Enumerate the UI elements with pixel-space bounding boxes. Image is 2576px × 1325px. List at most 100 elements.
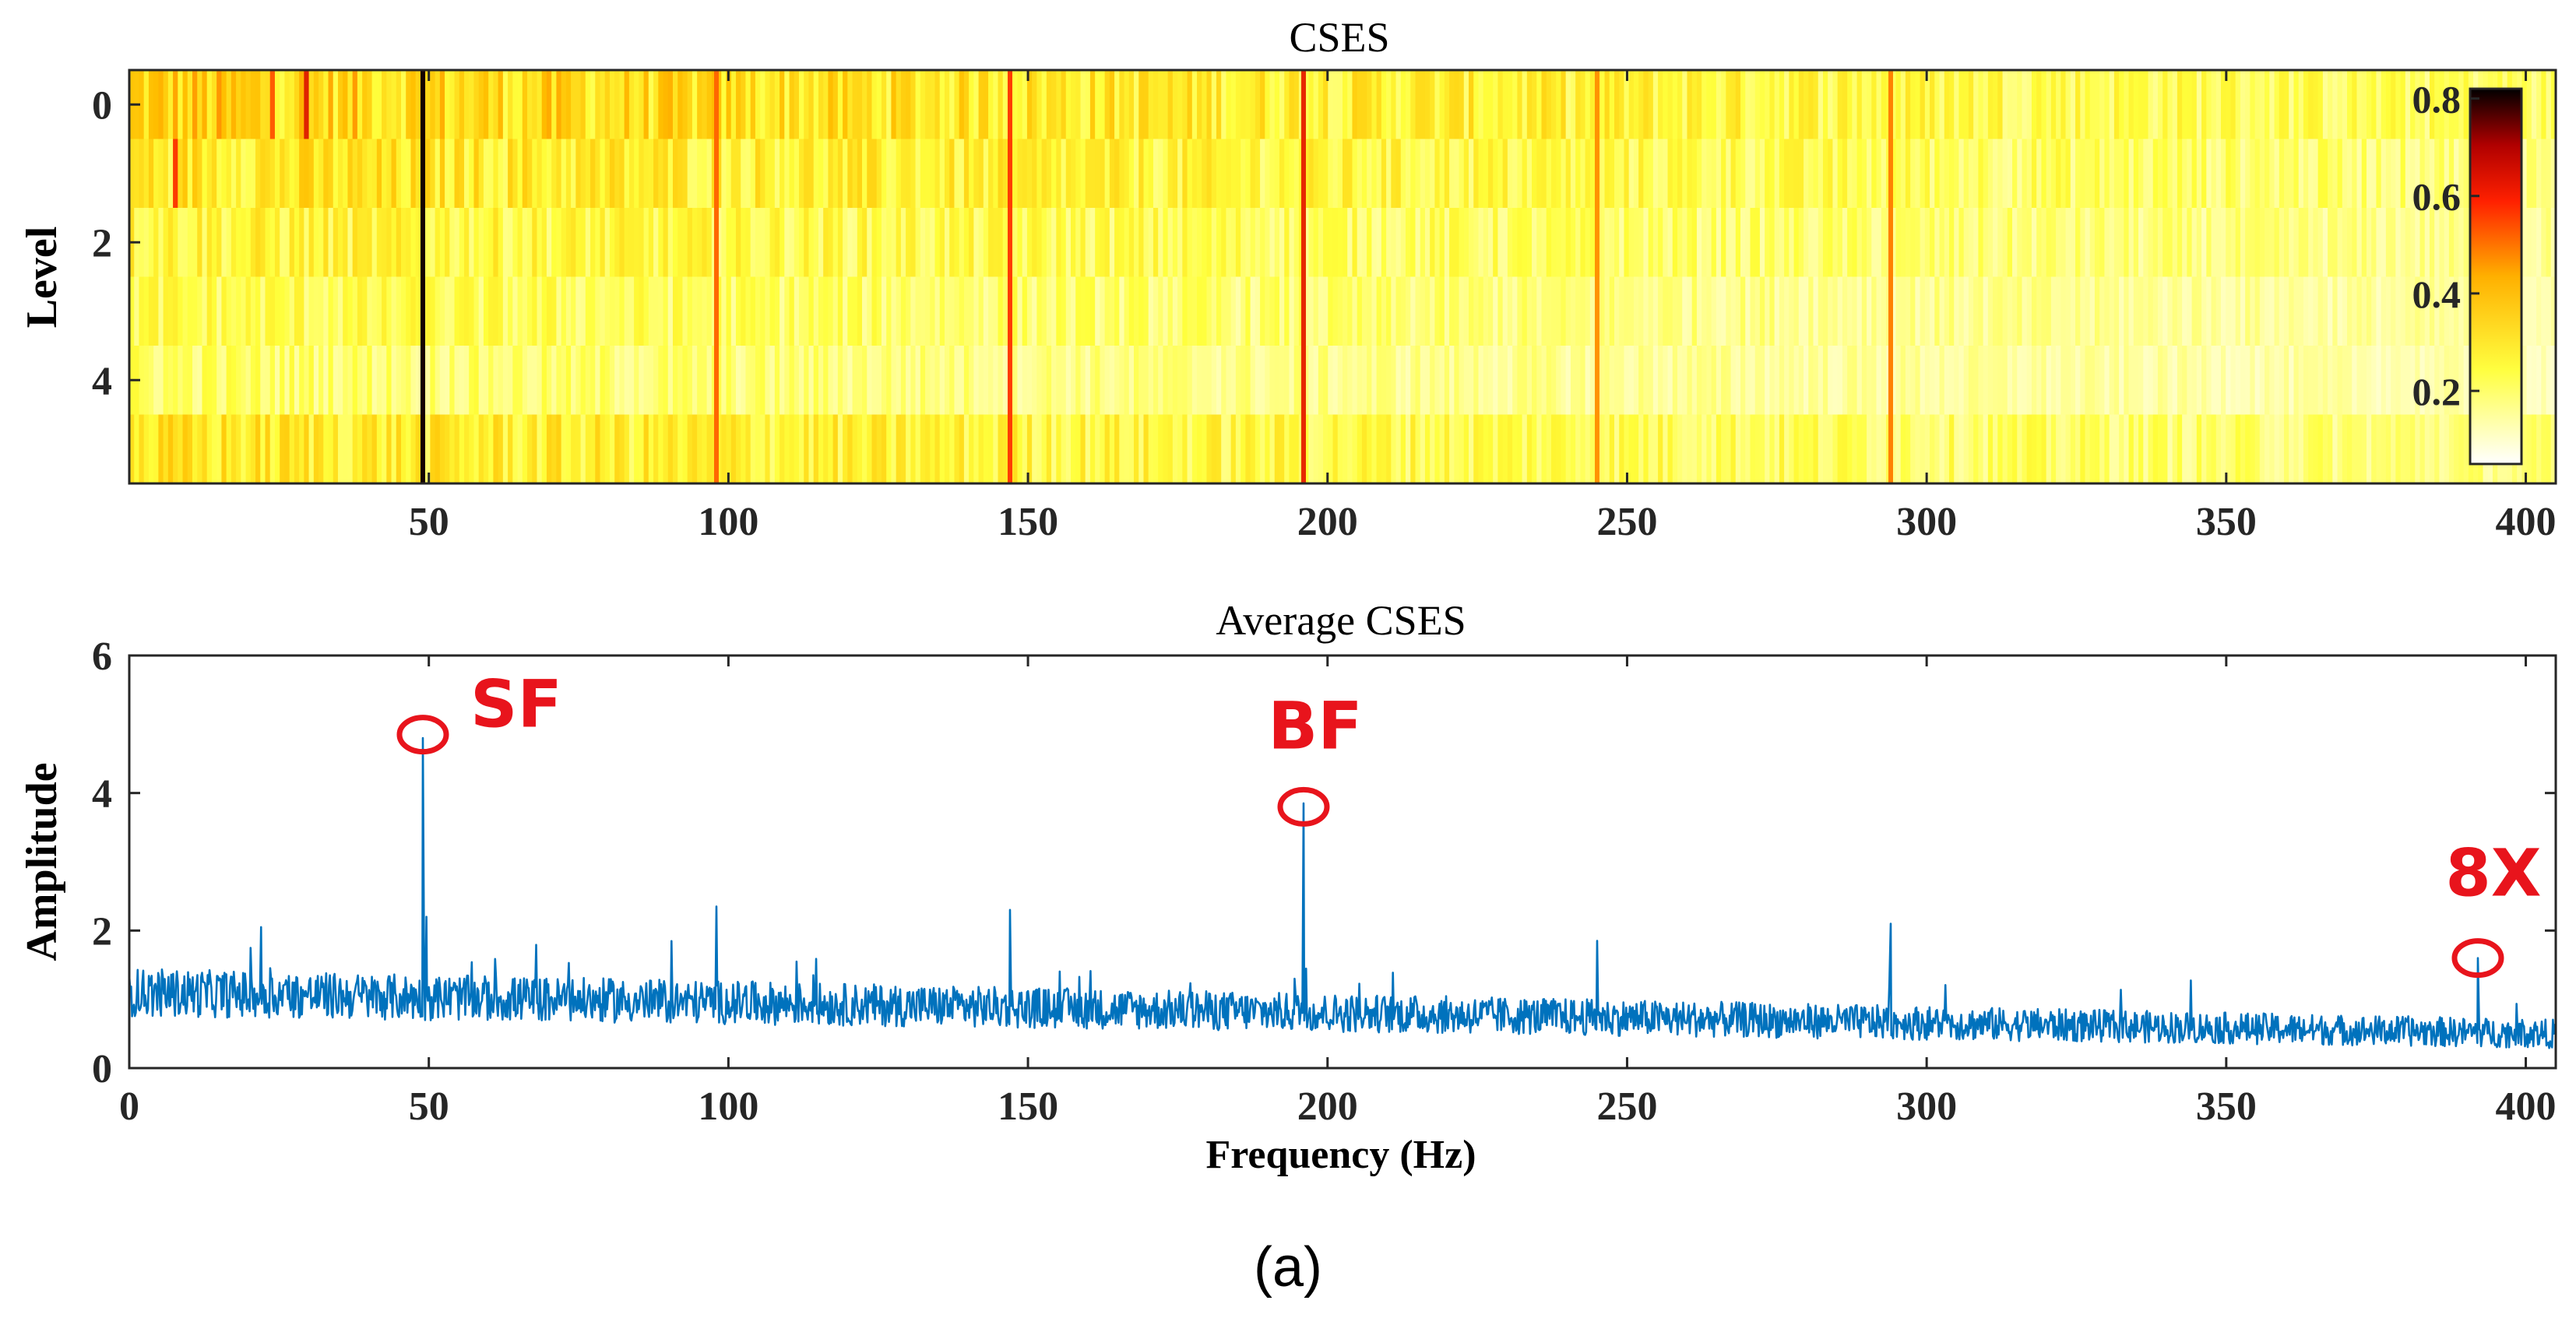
heatmap-cell bbox=[1430, 70, 1436, 139]
heatmap-cell bbox=[192, 139, 198, 209]
heatmap-cell bbox=[1361, 208, 1367, 277]
heatmap-cell bbox=[192, 414, 198, 483]
heatmap-cell bbox=[702, 414, 708, 483]
heatmap-cell bbox=[1619, 276, 1625, 346]
heatmap-cell bbox=[245, 414, 252, 483]
heatmap-cell bbox=[1793, 346, 1800, 415]
heatmap-cell bbox=[2385, 208, 2391, 277]
heatmap-cell bbox=[2119, 414, 2124, 483]
heatmap-cell bbox=[1318, 139, 1324, 209]
heatmap-cell bbox=[682, 414, 688, 483]
heatmap-cell bbox=[1245, 208, 1251, 277]
heatmap-cell bbox=[2109, 276, 2115, 346]
heatmap-cell bbox=[352, 139, 358, 209]
heatmap-cell bbox=[1599, 139, 1606, 209]
heatmap-cell bbox=[1726, 208, 1732, 277]
heatmap-cell bbox=[1954, 414, 1960, 483]
heatmap-cell bbox=[1343, 276, 1348, 346]
heatmap-cell bbox=[1400, 139, 1406, 209]
heatmap-cell bbox=[260, 276, 266, 346]
heatmap-cell bbox=[1197, 139, 1202, 209]
heatmap-cell bbox=[1570, 414, 1576, 483]
annotation-circle-8x bbox=[2451, 938, 2504, 979]
heatmap-cell bbox=[2381, 346, 2387, 415]
heatmap-cell bbox=[2152, 276, 2159, 346]
heatmap-cell bbox=[682, 139, 688, 209]
heatmap-cell bbox=[1478, 414, 1484, 483]
heatmap-cell bbox=[963, 139, 970, 209]
heatmap-cell bbox=[163, 276, 169, 346]
heatmap-cell bbox=[1313, 346, 1319, 415]
heatmap-cell bbox=[1202, 139, 1208, 209]
heatmap-cell bbox=[2284, 346, 2289, 415]
heatmap-cell bbox=[280, 276, 286, 346]
heatmap-cell bbox=[2065, 276, 2071, 346]
heatmap-cell bbox=[1026, 208, 1033, 277]
heatmap-cell bbox=[1924, 139, 1930, 209]
heatmap-cell bbox=[1216, 346, 1222, 415]
heatmap-cell bbox=[2046, 70, 2052, 139]
heatmap-cell bbox=[2240, 208, 2246, 277]
heatmap-cell bbox=[391, 208, 397, 277]
heatmap-cell bbox=[469, 346, 475, 415]
heatmap-cell bbox=[469, 276, 475, 346]
heatmap-cell bbox=[813, 276, 819, 346]
heatmap-cell bbox=[1561, 139, 1567, 209]
heatmap-cell bbox=[1730, 208, 1737, 277]
heatmap-cell bbox=[969, 346, 974, 415]
heatmap-cell bbox=[2128, 276, 2134, 346]
heatmap-cell bbox=[1080, 346, 1086, 415]
heatmap-cell bbox=[1463, 276, 1469, 346]
heatmap-cell bbox=[1793, 276, 1800, 346]
heatmap-cell bbox=[755, 414, 761, 483]
heatmap-cell bbox=[1065, 208, 1072, 277]
heatmap-cell bbox=[896, 139, 902, 209]
heatmap-cell bbox=[1483, 346, 1489, 415]
heatmap-cell bbox=[2094, 70, 2100, 139]
heatmap-cell bbox=[2284, 139, 2289, 209]
heatmap-cell bbox=[1561, 414, 1567, 483]
heatmap-cell bbox=[1808, 276, 1814, 346]
colorbar-tick-label: 0.2 bbox=[2412, 370, 2462, 413]
heatmap-cell bbox=[1449, 276, 1455, 346]
heatmap-cell bbox=[804, 346, 810, 415]
heatmap-cell bbox=[2284, 70, 2289, 139]
heatmap-cell bbox=[969, 414, 974, 483]
heatmap-cell bbox=[284, 208, 290, 277]
heatmap-cell bbox=[1434, 414, 1441, 483]
heatmap-cell bbox=[2133, 139, 2139, 209]
heatmap-cell bbox=[178, 208, 184, 277]
heatmap-cell bbox=[1424, 208, 1431, 277]
heatmap-cell bbox=[2191, 414, 2198, 483]
heatmap-cell bbox=[333, 139, 339, 209]
heatmap-cell bbox=[1172, 346, 1178, 415]
heatmap-cell bbox=[1614, 70, 1620, 139]
heatmap-cell bbox=[2196, 208, 2202, 277]
heatmap-cell bbox=[1867, 139, 1872, 209]
heatmap-cell bbox=[473, 414, 480, 483]
heatmap-cell bbox=[1463, 346, 1469, 415]
heatmap-cell bbox=[245, 346, 252, 415]
heatmap-cell bbox=[2274, 414, 2280, 483]
heatmap-cell bbox=[2167, 346, 2173, 415]
heatmap-cell bbox=[1444, 346, 1450, 415]
heatmap-cell bbox=[2385, 70, 2391, 139]
heatmap-cell bbox=[1197, 346, 1202, 415]
heatmap-cell bbox=[1109, 346, 1115, 415]
heatmap-cell bbox=[1153, 208, 1159, 277]
heatmap-cell bbox=[376, 346, 382, 415]
heatmap-cell bbox=[1628, 276, 1635, 346]
heatmap-cell bbox=[502, 139, 509, 209]
heatmap-cell bbox=[1454, 346, 1460, 415]
heatmap-cell bbox=[1056, 414, 1062, 483]
heatmap-cell bbox=[1754, 139, 1761, 209]
heatmap-cell bbox=[2124, 414, 2130, 483]
heatmap-cell bbox=[954, 276, 960, 346]
heatmap-cell bbox=[2405, 208, 2411, 277]
heatmap-cell bbox=[1813, 208, 1819, 277]
heatmap-cell bbox=[1260, 70, 1265, 139]
heatmap-cell bbox=[1289, 414, 1295, 483]
heatmap-cell bbox=[1604, 346, 1610, 415]
heatmap-cell bbox=[779, 208, 785, 277]
heatmap-cell bbox=[1711, 208, 1717, 277]
